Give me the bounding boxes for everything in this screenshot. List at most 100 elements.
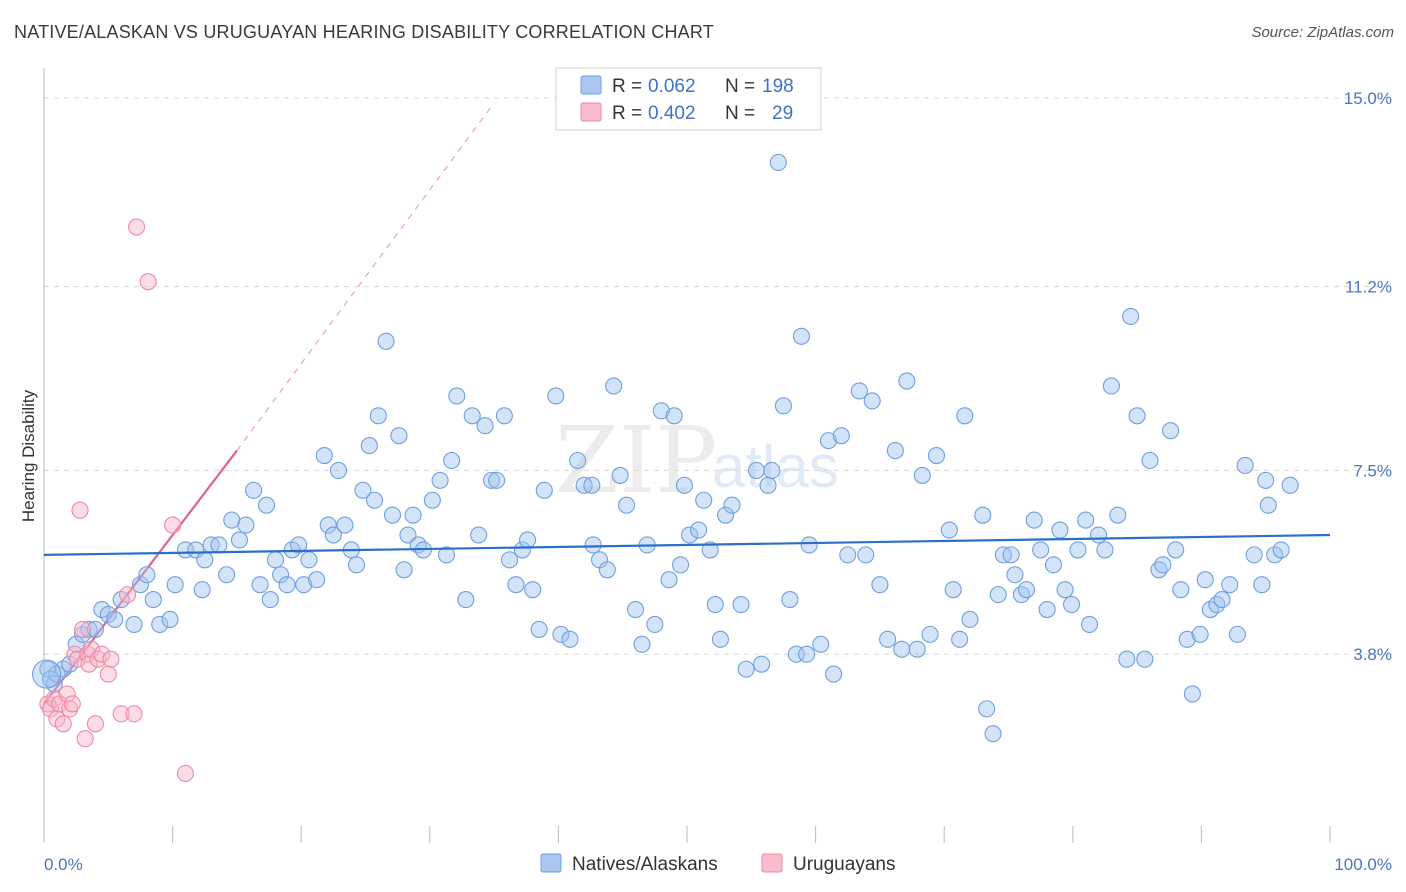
native-point [893,640,911,658]
stats-legend: R = 0.062 N = 198 R = 0.402 N = 29 [555,67,822,131]
native-point [1245,546,1263,564]
native-point [308,571,326,589]
native-point [261,591,279,609]
native-point [295,576,313,594]
native-point [1062,596,1081,614]
native-point [1118,650,1136,668]
native-point [404,506,422,524]
native-point [230,531,249,549]
native-point [223,511,241,529]
native-point [863,392,881,410]
native-point [377,332,395,350]
uruguayan-point [93,645,111,663]
native-point [1221,576,1239,594]
native-point [1257,471,1275,489]
native-point [974,506,992,524]
uruguayan-point [139,273,157,291]
native-point [763,461,781,479]
native-point [1077,511,1095,529]
native-point [605,377,623,395]
native-point [324,526,342,544]
native-point [1281,476,1299,494]
native-point [482,471,501,489]
native-point [365,491,384,509]
native-point [1051,521,1069,539]
chart-source: Source: ZipAtlas.com [1251,24,1394,41]
native-point [1122,307,1140,325]
native-point [176,541,195,559]
uruguayan-point [86,715,104,733]
native-point [706,596,724,614]
native-point [500,551,519,569]
native-point [395,561,413,579]
native-point [951,630,969,648]
native-point [1044,556,1063,574]
bottom-legend-swatch-pink [761,853,783,873]
uruguayan-point [125,705,143,723]
native-point [488,471,506,489]
native-point [798,645,816,663]
native-point [908,640,926,658]
uruguayan-point [128,218,146,236]
native-point [507,576,525,594]
native-point [584,536,602,554]
native-point [1136,650,1154,668]
native-point [921,625,939,643]
uruguayan-point [99,665,117,683]
native-point [315,446,333,465]
native-point [984,725,1002,743]
uruguayan-point [74,620,92,638]
legend-swatch-pink [580,102,602,122]
y-tick-labels: 3.8% 7.5% 11.2% 15.0% [1344,89,1392,664]
uruguayan-point [71,501,89,519]
native-point [695,491,713,509]
native-point [1253,576,1271,594]
native-point [257,496,276,514]
native-point [711,630,729,648]
native-point [144,591,162,609]
native-point [1208,596,1226,614]
native-point [1191,625,1209,643]
legend-swatch-blue [580,75,602,95]
legend-r-label-2: R = [612,103,642,124]
native-point [251,576,269,594]
native-point [1272,541,1290,559]
native-point [448,387,466,405]
native-point [1172,581,1190,599]
native-point [886,442,904,460]
native-point [944,581,962,599]
legend-n-label-1: N = [725,76,755,97]
native-point [399,526,417,544]
native-point [792,327,811,345]
bottom-legend-label-natives: Natives/Alaskans [572,854,718,875]
native-point [1089,526,1108,544]
native-point [1012,586,1030,604]
native-point [618,496,636,514]
y-tick-label: 3.8% [1353,645,1392,664]
legend-r-value-2: 0.402 [648,103,696,124]
native-point [495,407,513,425]
uruguayan-point [76,730,94,748]
native-point [1178,630,1196,648]
native-point [166,576,184,594]
native-point [690,521,708,539]
native-point [319,516,337,534]
native-point [443,451,461,470]
y-tick-label: 15.0% [1344,89,1392,108]
natives-points [32,153,1299,743]
native-point [660,571,678,589]
native-point [513,541,531,559]
native-point [1128,407,1146,425]
native-point [1069,541,1087,559]
uruguayan-point [58,685,76,703]
native-point [832,427,850,445]
native-point [839,546,857,564]
bottom-legend-label-uruguayans: Uruguayans [793,854,895,875]
native-point [290,536,308,554]
native-point [561,630,579,648]
uruguayan-point [45,690,63,708]
native-point [825,665,843,683]
x-tick-label-max: 100.0% [1334,855,1392,874]
uruguayan-point [61,700,79,718]
